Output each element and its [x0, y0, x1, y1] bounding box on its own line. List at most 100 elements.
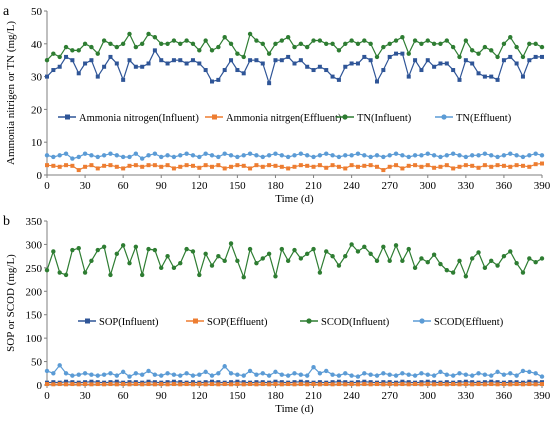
data-point — [146, 163, 151, 168]
data-point — [533, 54, 538, 59]
data-point — [63, 44, 69, 50]
data-point — [63, 371, 69, 376]
data-point — [298, 163, 303, 168]
legend-marker — [342, 114, 348, 120]
data-point — [444, 268, 450, 273]
data-point — [216, 253, 221, 259]
data-point — [330, 253, 335, 259]
data-point — [463, 38, 469, 43]
data-point — [127, 58, 132, 63]
data-point — [165, 61, 170, 66]
data-point — [139, 272, 145, 278]
x-tick-label: 270 — [381, 390, 398, 402]
data-point — [254, 163, 259, 168]
data-point — [508, 382, 513, 387]
legend-entry: TN(Effluent) — [435, 113, 512, 124]
data-point — [178, 58, 183, 63]
data-point — [152, 151, 158, 156]
data-point — [247, 246, 253, 252]
data-point — [285, 258, 291, 264]
data-point — [254, 372, 259, 377]
data-point — [520, 270, 526, 275]
data-point — [330, 372, 335, 377]
x-tick-label: 240 — [343, 180, 360, 192]
series-scod-influent- — [44, 241, 545, 280]
data-point — [102, 64, 107, 69]
data-point — [51, 382, 56, 387]
data-point — [508, 35, 513, 40]
x-axis-label: Time (d) — [275, 403, 314, 415]
data-point — [51, 68, 56, 73]
data-point — [89, 258, 94, 264]
data-point — [273, 382, 278, 387]
data-point — [222, 364, 227, 369]
data-point — [444, 163, 449, 168]
data-point — [406, 154, 411, 160]
data-point — [508, 164, 513, 169]
data-point — [51, 371, 56, 376]
data-point — [178, 260, 183, 266]
data-point — [501, 163, 506, 168]
data-point — [44, 268, 50, 273]
data-point — [83, 61, 88, 66]
data-point — [470, 382, 475, 387]
data-point — [495, 263, 500, 268]
data-point — [165, 380, 170, 385]
data-point — [114, 382, 119, 387]
data-point — [476, 382, 481, 387]
data-point — [368, 154, 373, 160]
data-point — [463, 154, 469, 160]
data-point — [171, 372, 177, 377]
data-point — [114, 164, 119, 169]
data-point — [254, 382, 259, 387]
data-point — [127, 163, 132, 168]
data-point — [527, 58, 532, 63]
data-point — [267, 81, 272, 86]
data-point — [235, 51, 240, 56]
data-point — [209, 373, 215, 378]
data-point — [298, 379, 303, 384]
data-point — [222, 258, 227, 264]
data-point — [133, 163, 138, 168]
data-point — [432, 382, 437, 387]
data-point — [419, 68, 424, 73]
x-tick-label: 150 — [229, 390, 246, 402]
data-point — [393, 38, 399, 43]
data-point — [57, 363, 62, 368]
y-tick-label: 30 — [31, 72, 43, 84]
data-point — [470, 163, 475, 168]
data-point — [298, 58, 303, 63]
data-point — [254, 260, 259, 266]
data-point — [146, 153, 151, 158]
data-point — [89, 163, 94, 168]
data-point — [209, 48, 215, 53]
data-point — [133, 151, 139, 156]
data-point — [368, 58, 373, 63]
data-point — [83, 164, 88, 169]
data-point — [362, 244, 367, 249]
data-point — [45, 74, 49, 79]
data-point — [406, 163, 411, 168]
data-point — [235, 154, 240, 160]
data-point — [425, 38, 430, 43]
data-point — [482, 372, 488, 377]
data-point — [495, 369, 500, 375]
data-point — [216, 382, 221, 387]
data-point — [114, 44, 120, 50]
data-point — [279, 38, 285, 43]
legend-entry: Ammonia nitrogen(Influent) — [58, 113, 199, 124]
data-point — [362, 371, 367, 376]
data-point — [330, 153, 335, 158]
data-point — [171, 38, 177, 43]
data-point — [178, 164, 183, 169]
data-point — [44, 58, 50, 63]
legend-entry: Ammonia nitrgen(Effluent) — [205, 113, 342, 124]
data-point — [413, 58, 418, 63]
data-point — [406, 74, 411, 79]
data-point — [57, 164, 62, 169]
data-point — [203, 369, 208, 375]
data-point — [381, 154, 386, 160]
data-point — [273, 163, 278, 168]
data-point — [133, 244, 139, 249]
data-point — [444, 372, 450, 377]
